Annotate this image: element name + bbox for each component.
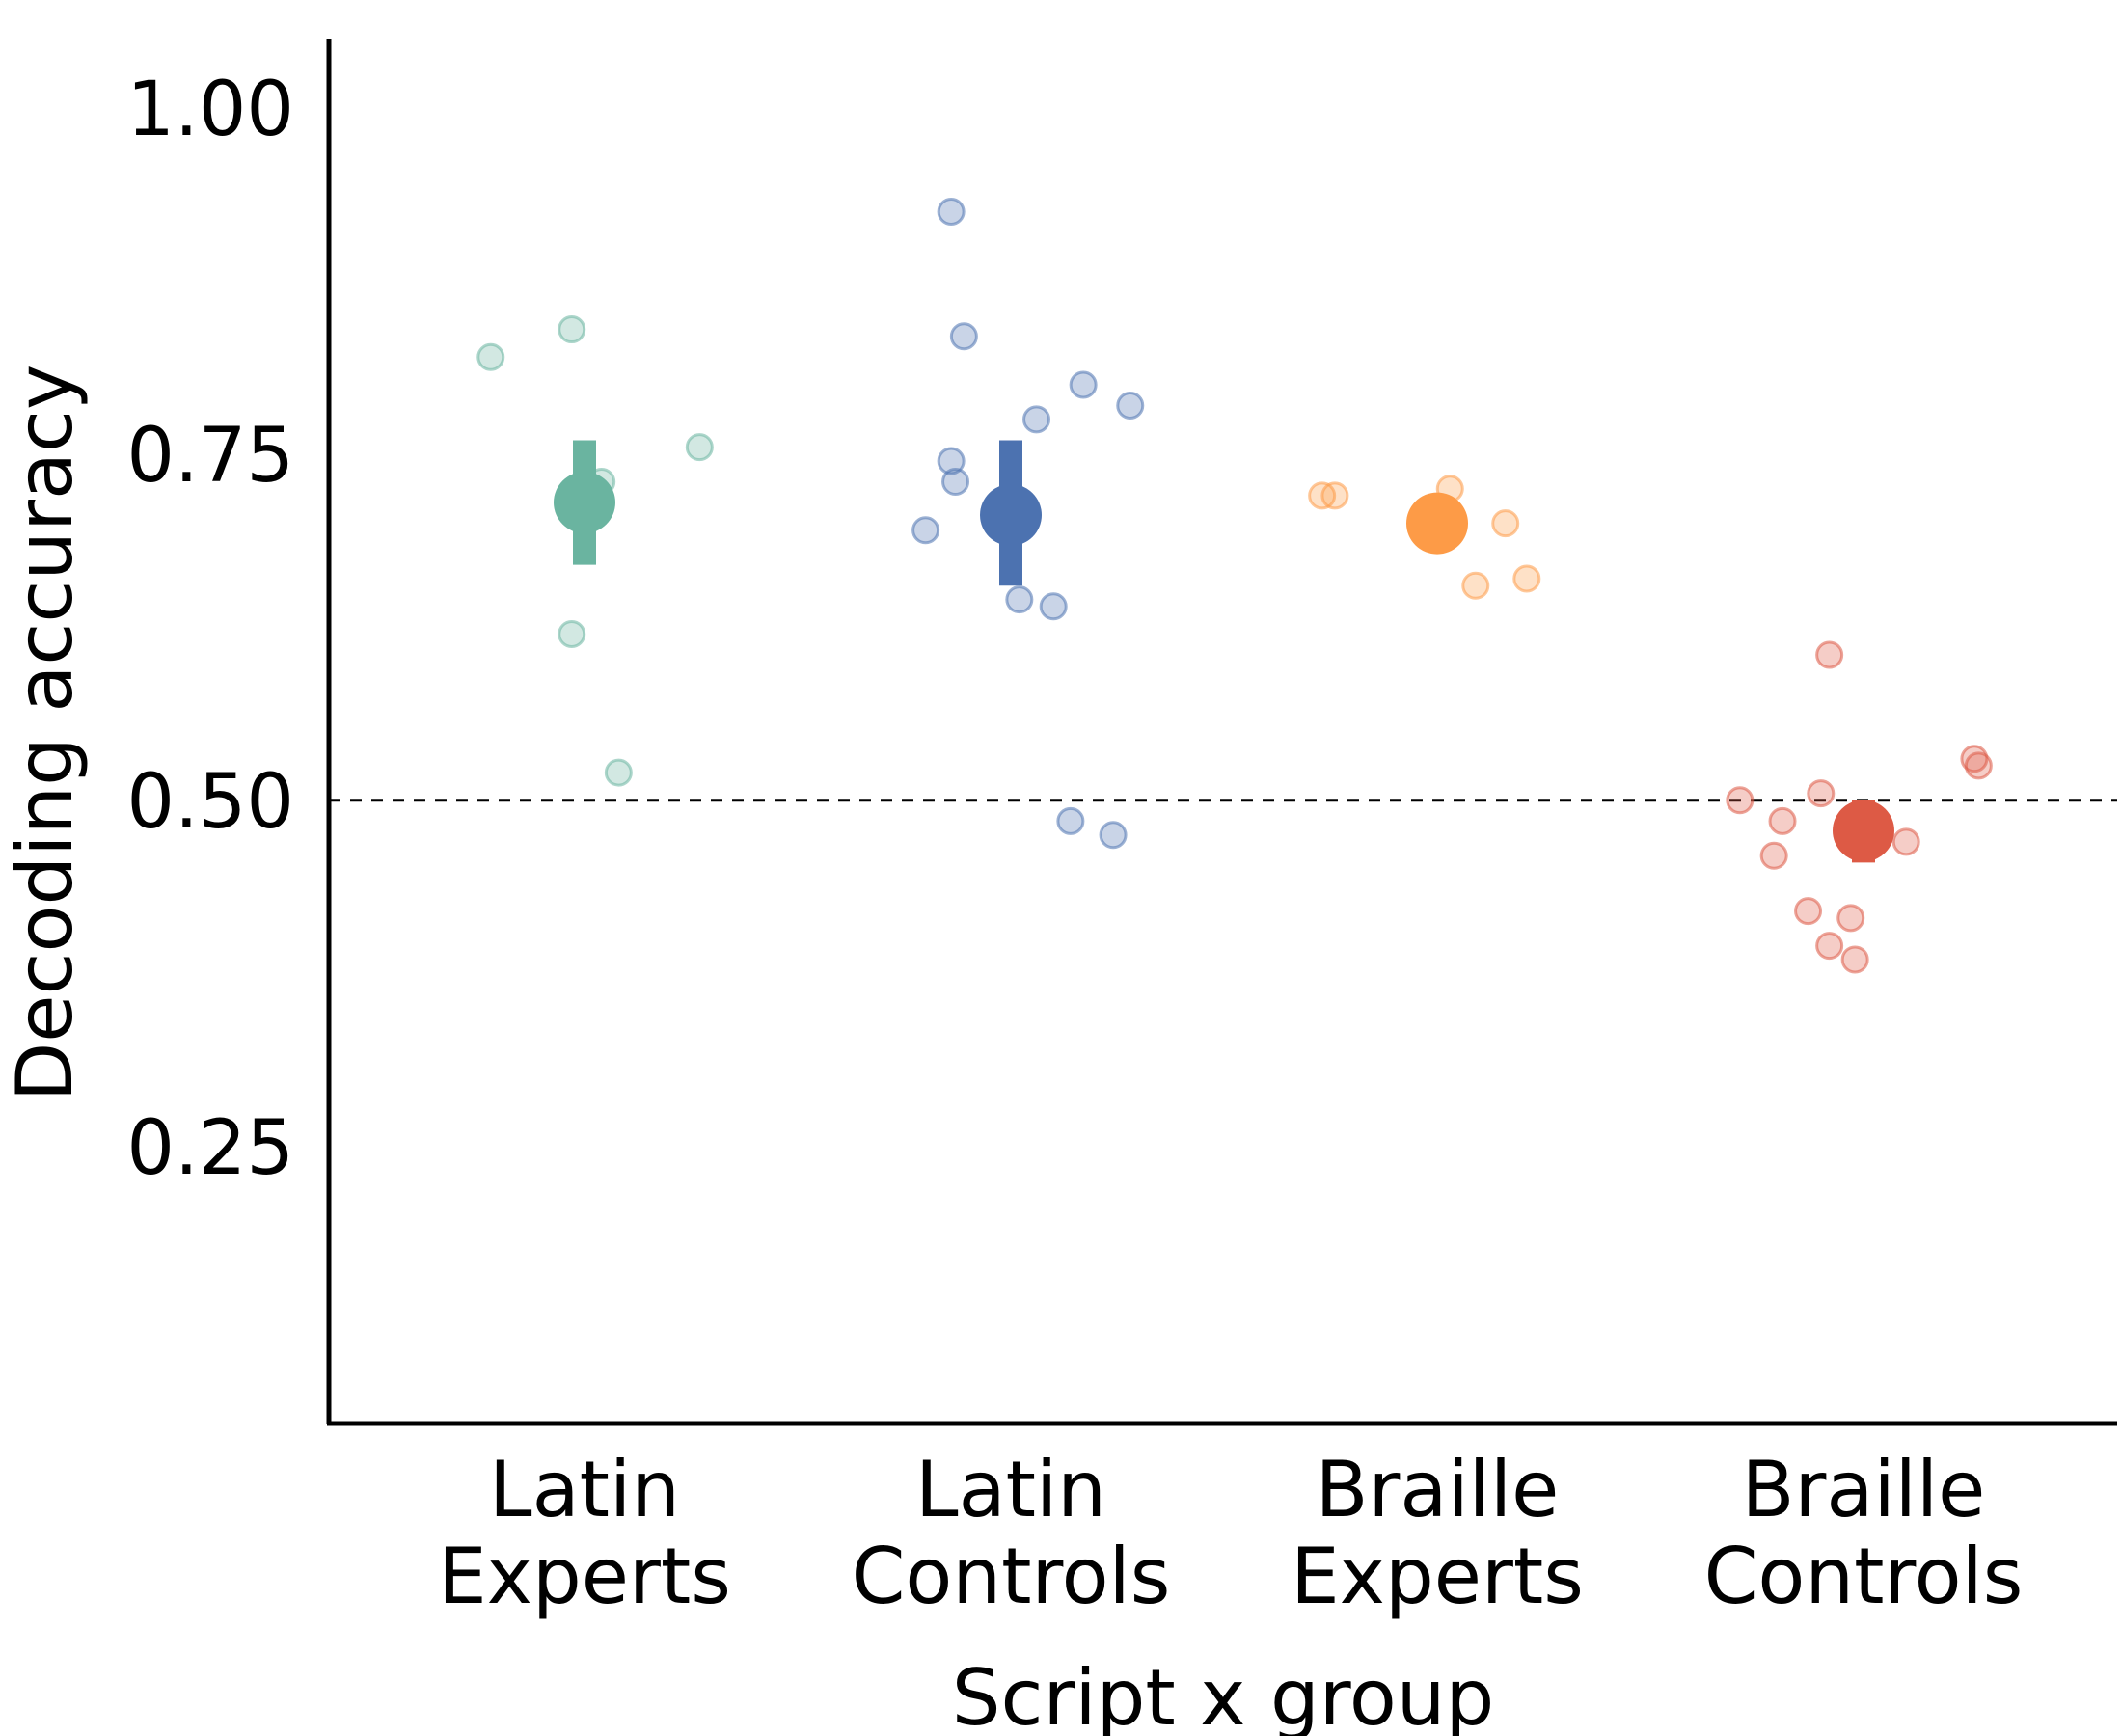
x-category-label-line1: Braille [1742, 1445, 1986, 1534]
data-point [1815, 932, 1844, 961]
data-point [1891, 827, 1920, 856]
data-point [949, 322, 978, 351]
data-point [1056, 806, 1085, 835]
data-point [1116, 392, 1145, 420]
y-tick-label: 1.00 [126, 67, 294, 153]
data-point [604, 758, 633, 787]
data-point [558, 315, 586, 344]
mean-marker [554, 472, 615, 534]
data-point [1320, 481, 1349, 510]
summary-layer [554, 440, 1894, 863]
x-category-label-line2: Controls [852, 1532, 1171, 1621]
mean-marker [1406, 492, 1468, 555]
data-point [941, 468, 970, 497]
x-category-label-line2: Controls [1704, 1532, 2024, 1621]
data-point [911, 516, 940, 545]
data-point [1069, 370, 1098, 399]
x-category-labels: LatinExpertsLatinControlsBrailleExpertsB… [438, 1445, 2023, 1621]
data-point [1836, 904, 1865, 933]
y-tick-labels: 0.25 0.50 0.75 1.00 [126, 67, 294, 1192]
y-tick-label: 0.25 [126, 1105, 294, 1192]
x-category-label-line1: Latin [489, 1445, 680, 1534]
data-point [685, 433, 714, 462]
y-tick-label: 0.75 [126, 413, 294, 500]
data-point [1022, 405, 1051, 434]
data-point [1840, 945, 1869, 974]
axes-layer [326, 39, 2117, 1426]
data-point [1039, 592, 1068, 621]
x-category-label-line2: Experts [438, 1532, 731, 1621]
y-axis-title: Decoding accuracy [0, 365, 90, 1102]
data-point [1512, 564, 1541, 593]
mean-marker [1833, 800, 1894, 862]
x-category-label-line2: Experts [1291, 1532, 1584, 1621]
data-point [1964, 751, 1993, 780]
y-tick-label: 0.50 [126, 759, 294, 846]
points-layer [476, 198, 1993, 974]
data-point [937, 447, 966, 475]
data-point [476, 342, 505, 371]
data-point [1461, 571, 1490, 600]
data-point [937, 198, 966, 226]
data-point [1759, 841, 1788, 870]
data-point [1768, 806, 1797, 835]
x-category-label-line1: Latin [915, 1445, 1106, 1534]
data-point [558, 619, 586, 648]
data-point [1726, 786, 1755, 815]
data-point [1794, 897, 1823, 926]
data-point [1005, 585, 1034, 614]
data-point [1099, 821, 1128, 850]
x-category-label-line1: Braille [1316, 1445, 1560, 1534]
data-point [1491, 509, 1520, 538]
x-axis-title: Script x group [952, 1653, 1495, 1736]
mean-marker [980, 483, 1042, 546]
data-point [1807, 779, 1836, 808]
data-point [1815, 640, 1844, 669]
